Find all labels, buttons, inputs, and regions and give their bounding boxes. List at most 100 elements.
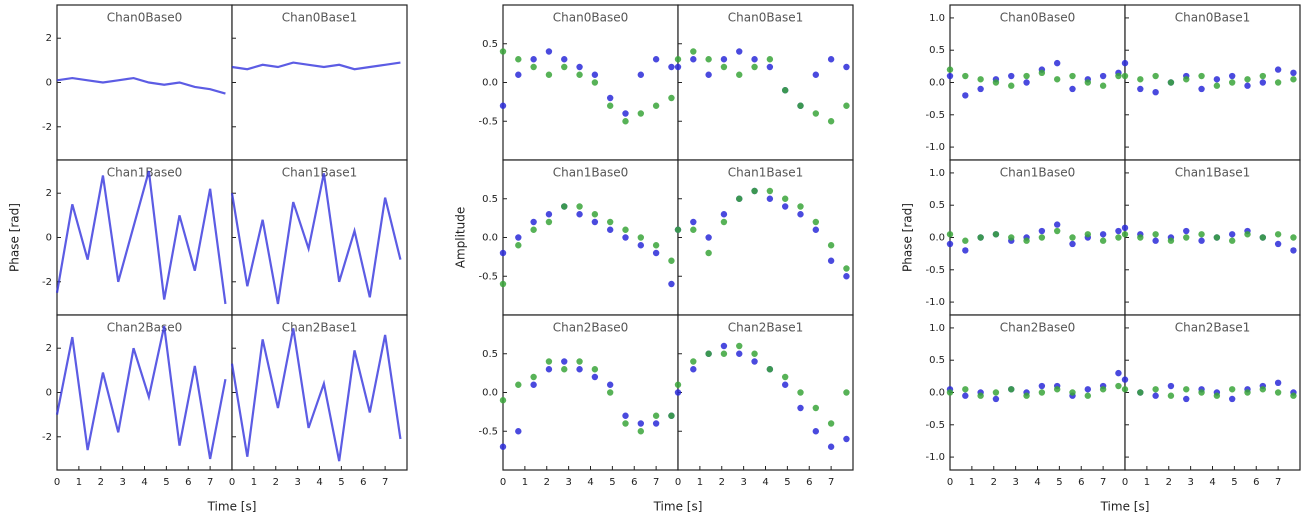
x-tick-label: 5 (784, 477, 790, 488)
data-point (622, 226, 629, 233)
data-point (1259, 72, 1267, 80)
data-point (705, 234, 712, 241)
data-point (1053, 386, 1061, 393)
data-point (606, 389, 614, 396)
data-point (1183, 234, 1190, 241)
data-point (545, 48, 553, 55)
phase-line (56, 76, 226, 95)
panel-title: Chan1Base0 (1000, 166, 1075, 180)
y-tick-label: 2 (46, 33, 52, 44)
x-tick-label: 6 (806, 477, 812, 488)
panel-title: Chan2Base1 (1175, 321, 1250, 335)
data-point (652, 249, 660, 257)
y-tick-label: -0.5 (478, 426, 498, 437)
panel-title: Chan0Base1 (1175, 11, 1250, 25)
data-point (1099, 231, 1107, 238)
data-point (499, 102, 507, 109)
data-point (812, 226, 820, 233)
data-point (1053, 227, 1061, 235)
panel-frame (677, 314, 854, 471)
data-point (591, 211, 599, 218)
data-point (674, 56, 682, 63)
y-axis-label: Phase [rad] (901, 203, 915, 272)
data-point (674, 226, 682, 233)
data-point (1053, 221, 1061, 228)
y-tick-label: -2 (42, 432, 52, 443)
panel-frame (677, 4, 854, 161)
data-point (561, 366, 568, 373)
x-tick-label: 2 (544, 477, 550, 488)
data-point (720, 56, 728, 63)
data-point (946, 66, 954, 73)
y-axis-label: Phase [rad] (8, 203, 22, 272)
data-point (530, 218, 537, 226)
data-point (606, 226, 614, 233)
data-point (637, 420, 645, 427)
data-point (652, 242, 660, 249)
data-point (690, 218, 697, 226)
panel-title: Chan2Base1 (728, 321, 803, 335)
data-point (962, 392, 969, 399)
y-tick-label: 0.5 (482, 39, 498, 50)
data-point (1167, 237, 1175, 244)
x-tick-label: 3 (1187, 477, 1193, 488)
data-point (1038, 227, 1046, 235)
y-tick-label: 0.5 (929, 200, 945, 211)
panel-frame (502, 4, 679, 161)
panel-frame (1124, 4, 1301, 161)
y-tick-label: 0.5 (929, 355, 945, 366)
data-point (812, 71, 820, 78)
x-tick-label: 0 (675, 477, 681, 488)
data-point (1228, 395, 1236, 403)
data-point (652, 412, 660, 419)
panel-title: Chan1Base0 (553, 166, 628, 180)
data-point (1183, 227, 1190, 235)
y-axis-label: Amplitude (454, 207, 468, 269)
data-point (736, 195, 743, 202)
data-point (843, 102, 850, 109)
x-tick-label: 1 (697, 477, 703, 488)
data-point (705, 56, 712, 63)
data-point (962, 247, 969, 254)
data-point (515, 71, 522, 78)
data-point (1152, 392, 1159, 399)
x-tick-label: 3 (119, 477, 125, 488)
data-point (766, 366, 774, 373)
x-tick-label: 1 (76, 477, 82, 488)
data-point (606, 218, 614, 226)
data-point (1152, 237, 1159, 244)
data-point (637, 234, 645, 241)
data-point (843, 435, 850, 443)
data-point (1152, 88, 1159, 96)
data-point (515, 242, 522, 249)
data-point (1274, 379, 1282, 387)
data-point (1274, 240, 1282, 248)
data-point (812, 110, 820, 117)
panel-frame (1124, 159, 1301, 316)
data-point (1137, 76, 1144, 83)
data-point (606, 381, 614, 388)
data-point (720, 63, 728, 71)
data-point (668, 280, 675, 288)
data-point (561, 63, 568, 71)
data-point (720, 218, 728, 226)
x-tick-label: 5 (609, 477, 615, 488)
phase-line (55, 325, 227, 460)
data-point (1244, 231, 1251, 238)
x-tick-label: 3 (565, 477, 571, 488)
x-tick-label: 5 (1231, 477, 1237, 488)
data-point (515, 428, 522, 435)
x-tick-label: 1 (522, 477, 528, 488)
y-tick-label: -0.5 (478, 271, 498, 282)
data-point (499, 397, 507, 404)
data-point (1228, 72, 1236, 80)
data-point (1099, 72, 1107, 80)
data-point (591, 79, 599, 86)
data-point (1023, 72, 1030, 80)
data-point (652, 56, 660, 63)
data-point (1152, 386, 1159, 393)
data-point (843, 265, 850, 272)
y-tick-label: 0 (46, 388, 52, 399)
y-tick-label: 1.0 (929, 168, 945, 179)
y-tick-label: 2 (46, 188, 52, 199)
